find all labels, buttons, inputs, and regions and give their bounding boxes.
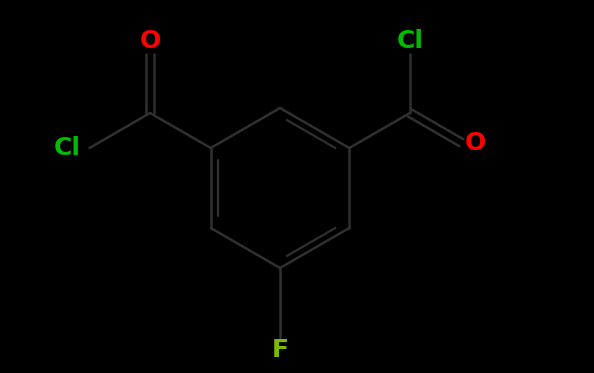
Text: Cl: Cl bbox=[54, 136, 81, 160]
Text: F: F bbox=[271, 338, 289, 362]
Text: O: O bbox=[140, 29, 161, 53]
Text: O: O bbox=[465, 131, 486, 155]
Text: Cl: Cl bbox=[396, 29, 424, 53]
